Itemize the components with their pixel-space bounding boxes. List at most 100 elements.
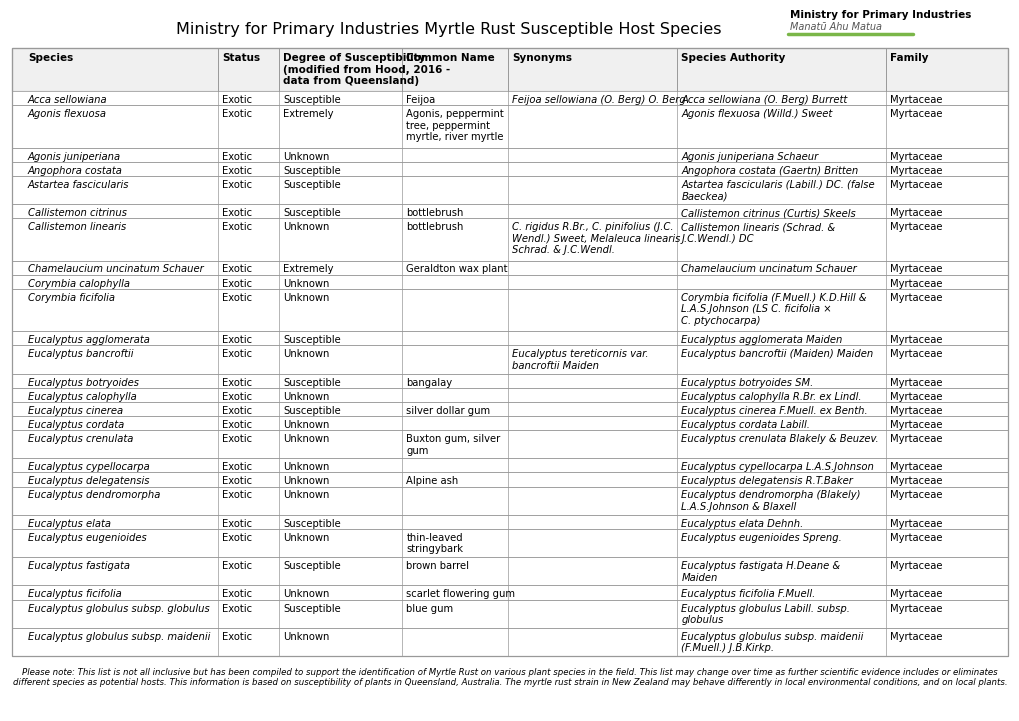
Text: Eucalyptus eugenioides: Eucalyptus eugenioides [28, 533, 147, 543]
Text: Eucalyptus delegatensis: Eucalyptus delegatensis [28, 477, 150, 487]
Text: thin-leaved
stringybark: thin-leaved stringybark [406, 533, 463, 554]
Bar [12, 48, 1007, 91]
Text: Myrtaceae: Myrtaceae [890, 392, 942, 402]
Text: C. rigidus R.Br., C. pinifolius (J.C.
Wendl.) Sweet, Melaleuca linearis
Schrad. : C. rigidus R.Br., C. pinifolius (J.C. We… [512, 222, 680, 255]
Text: Eucalyptus globulus subsp. maidenii
(F.Muell.) J.B.Kirkp.: Eucalyptus globulus subsp. maidenii (F.M… [681, 632, 863, 653]
Bar [12, 430, 1007, 459]
Text: Angophora costata (Gaertn) Britten: Angophora costata (Gaertn) Britten [681, 166, 858, 176]
Text: Species Authority: Species Authority [681, 53, 785, 63]
Bar [12, 388, 1007, 402]
Text: Feijoa: Feijoa [406, 95, 435, 105]
Text: Myrtaceae: Myrtaceae [890, 561, 942, 571]
Text: brown barrel: brown barrel [406, 561, 469, 571]
Text: Agonis flexuosa: Agonis flexuosa [28, 109, 107, 119]
Text: Ministry for Primary Industries: Ministry for Primary Industries [790, 10, 971, 20]
Text: Susceptible: Susceptible [282, 180, 340, 190]
Text: Myrtaceae: Myrtaceae [890, 477, 942, 487]
Text: Corymbia calophylla: Corymbia calophylla [28, 278, 129, 288]
Text: Exotic: Exotic [222, 477, 252, 487]
Text: Chamelaucium uncinatum Schauer: Chamelaucium uncinatum Schauer [28, 265, 204, 275]
Text: Eucalyptus agglomerata: Eucalyptus agglomerata [28, 335, 150, 345]
Text: Myrtaceae: Myrtaceae [890, 222, 942, 232]
Text: bottlebrush: bottlebrush [406, 222, 464, 232]
Text: Extremely: Extremely [282, 109, 333, 119]
Text: Myrtaceae: Myrtaceae [890, 406, 942, 416]
Text: Extremely: Extremely [282, 265, 333, 275]
Text: Eucalyptus bancroftii: Eucalyptus bancroftii [28, 349, 133, 359]
Text: Exotic: Exotic [222, 335, 252, 345]
Text: Myrtaceae: Myrtaceae [890, 166, 942, 176]
Bar [12, 416, 1007, 430]
Bar [12, 91, 1007, 105]
Text: Eucalyptus calophylla R.Br. ex Lindl.: Eucalyptus calophylla R.Br. ex Lindl. [681, 392, 861, 402]
Text: Eucalyptus globulus subsp. maidenii: Eucalyptus globulus subsp. maidenii [28, 632, 210, 642]
Text: Eucalyptus elata: Eucalyptus elata [28, 518, 111, 528]
Text: Exotic: Exotic [222, 589, 252, 599]
Text: Exotic: Exotic [222, 518, 252, 528]
Text: Manatū Ahu Matua: Manatū Ahu Matua [790, 22, 881, 32]
Text: Exotic: Exotic [222, 561, 252, 571]
Bar [12, 373, 1007, 388]
Text: Alpine ash: Alpine ash [406, 477, 459, 487]
Bar [12, 288, 1007, 331]
Text: Exotic: Exotic [222, 434, 252, 444]
Bar [12, 48, 1007, 656]
Text: bangalay: bangalay [406, 378, 452, 387]
Text: Corymbia ficifolia: Corymbia ficifolia [28, 293, 115, 303]
Text: Exotic: Exotic [222, 265, 252, 275]
Text: Eucalyptus botryoides SM.: Eucalyptus botryoides SM. [681, 378, 813, 387]
Text: Exotic: Exotic [222, 166, 252, 176]
Bar [12, 148, 1007, 162]
Text: Susceptible: Susceptible [282, 95, 340, 105]
Text: Susceptible: Susceptible [282, 378, 340, 387]
Text: Acca sellowiana (O. Berg) Burrett: Acca sellowiana (O. Berg) Burrett [681, 95, 847, 105]
Bar [12, 529, 1007, 557]
Text: Unknown: Unknown [282, 477, 329, 487]
Text: Eucalyptus globulus Labill. subsp.
globulus: Eucalyptus globulus Labill. subsp. globu… [681, 603, 850, 625]
Text: Eucalyptus tereticornis var.
bancroftii Maiden: Eucalyptus tereticornis var. bancroftii … [512, 349, 648, 371]
Text: Agonis flexuosa (Willd.) Sweet: Agonis flexuosa (Willd.) Sweet [681, 109, 832, 119]
Text: Exotic: Exotic [222, 293, 252, 303]
Text: Synonyms: Synonyms [512, 53, 572, 63]
Text: Eucalyptus cypellocarpa: Eucalyptus cypellocarpa [28, 462, 150, 472]
Text: Agonis juniperiana: Agonis juniperiana [28, 151, 121, 162]
Text: Eucalyptus ficifolia F.Muell.: Eucalyptus ficifolia F.Muell. [681, 589, 815, 599]
Text: Myrtaceae: Myrtaceae [890, 378, 942, 387]
Text: Eucalyptus cypellocarpa L.A.S.Johnson: Eucalyptus cypellocarpa L.A.S.Johnson [681, 462, 873, 472]
Text: Myrtaceae: Myrtaceae [890, 518, 942, 528]
Text: Eucalyptus calophylla: Eucalyptus calophylla [28, 392, 137, 402]
Text: Myrtaceae: Myrtaceae [890, 95, 942, 105]
Text: Susceptible: Susceptible [282, 166, 340, 176]
Bar [12, 585, 1007, 599]
Text: Callistemon linearis: Callistemon linearis [28, 222, 126, 232]
Text: Ministry for Primary Industries Myrtle Rust Susceptible Host Species: Ministry for Primary Industries Myrtle R… [176, 22, 720, 37]
Text: Agonis, peppermint
tree, peppermint
myrtle, river myrtle: Agonis, peppermint tree, peppermint myrt… [406, 109, 503, 142]
Text: Eucalyptus cinerea: Eucalyptus cinerea [28, 406, 123, 416]
Text: Myrtaceae: Myrtaceae [890, 151, 942, 162]
Text: Myrtaceae: Myrtaceae [890, 109, 942, 119]
Text: Myrtaceae: Myrtaceae [890, 180, 942, 190]
Text: Unknown: Unknown [282, 278, 329, 288]
Text: Susceptible: Susceptible [282, 406, 340, 416]
Text: Unknown: Unknown [282, 533, 329, 543]
Bar [12, 557, 1007, 585]
Text: Please note: This list is not all inclusive but has been compiled to support the: Please note: This list is not all inclus… [12, 668, 1007, 687]
Text: Eucalyptus delegatensis R.T.Baker: Eucalyptus delegatensis R.T.Baker [681, 477, 852, 487]
Text: Unknown: Unknown [282, 293, 329, 303]
Bar [12, 331, 1007, 345]
Text: bottlebrush: bottlebrush [406, 208, 464, 218]
Text: Callistemon linearis (Schrad. &
J.C.Wendl.) DC: Callistemon linearis (Schrad. & J.C.Wend… [681, 222, 835, 244]
Bar [12, 515, 1007, 529]
Bar [12, 459, 1007, 472]
Text: Unknown: Unknown [282, 222, 329, 232]
Text: Agonis juniperiana Schaeur: Agonis juniperiana Schaeur [681, 151, 818, 162]
Text: Feijoa sellowiana (O. Berg) O. Berg: Feijoa sellowiana (O. Berg) O. Berg [512, 95, 685, 105]
Text: Unknown: Unknown [282, 434, 329, 444]
Text: Family: Family [890, 53, 928, 63]
Text: Exotic: Exotic [222, 151, 252, 162]
Text: scarlet flowering gum: scarlet flowering gum [406, 589, 515, 599]
Text: Exotic: Exotic [222, 533, 252, 543]
Text: Unknown: Unknown [282, 151, 329, 162]
Text: Exotic: Exotic [222, 95, 252, 105]
Bar [12, 345, 1007, 373]
